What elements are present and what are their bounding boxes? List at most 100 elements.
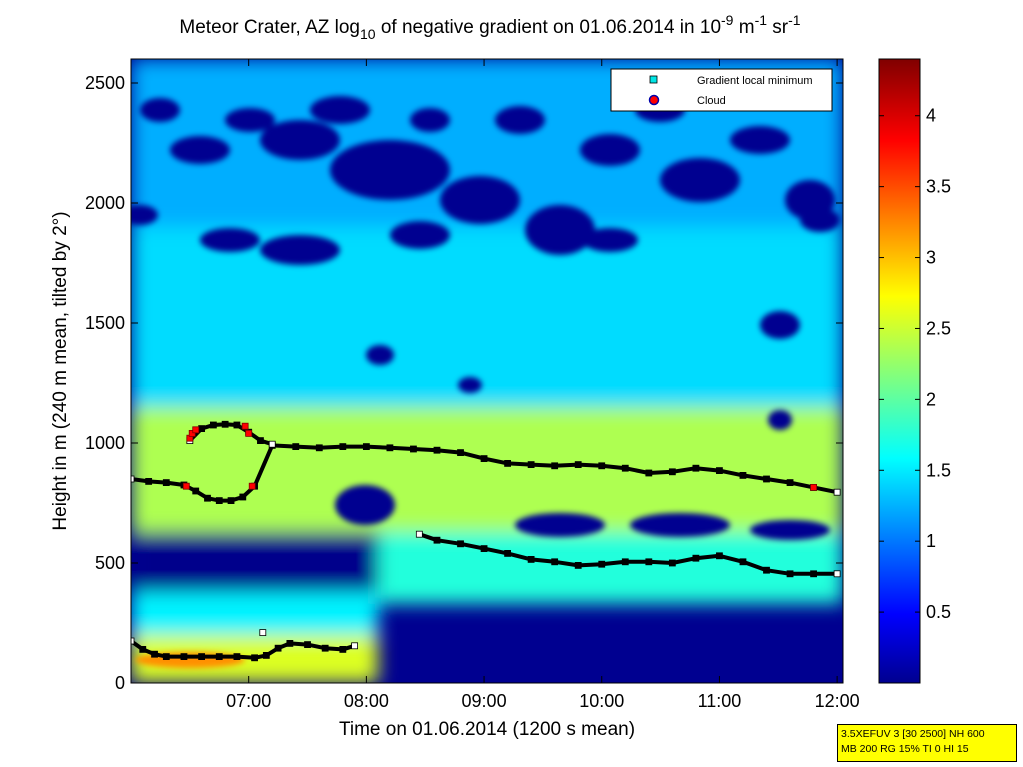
minimum-marker [504,550,511,557]
minimum-marker [716,467,723,475]
heatmap-patch [335,485,395,525]
colorbar-tick-label: 2 [926,389,936,409]
minimum-marker [192,487,200,495]
minimum-marker [692,554,700,562]
minimum-marker [321,644,329,652]
minimum-marker [551,558,559,566]
heatmap-patch [260,235,340,265]
colorbar-tick-label: 2.5 [926,318,951,338]
minimum-marker [286,640,294,647]
minimum-marker [351,642,359,650]
minimum-marker [527,461,535,469]
heatmap-patch [750,520,830,540]
x-tick-label: 09:00 [462,691,507,711]
heatmap-patch [630,513,730,537]
minimum-line-3 [131,639,356,660]
minimum-marker [739,558,747,566]
minimum-marker [833,488,841,496]
heatmap-patch [768,410,792,430]
heatmap-patch [140,98,180,122]
heatmap-patch [170,136,230,164]
minimum-marker [221,420,229,428]
heatmap-patch [366,345,394,365]
minimum-marker [415,530,423,538]
minimum-marker [574,461,582,469]
colorbar-tick-label: 3 [926,248,936,268]
heatmap-patch [730,126,790,154]
heatmap-patch [515,513,605,537]
heatmap-patch [410,108,450,132]
info-line-1: 3.5XEFUV 3 [30 2500] NH 600 [841,728,985,740]
minimum-marker [810,570,817,578]
minimum-marker [692,464,700,472]
minimum-marker [233,421,241,429]
minimum-marker [645,469,653,477]
y-tick-label: 0 [115,673,125,693]
minimum-marker [763,566,770,574]
minimum-marker [131,475,135,483]
minimum-marker [274,644,282,652]
minimum-marker [139,646,147,653]
minimum-marker [480,455,488,463]
x-tick-label: 08:00 [344,691,389,711]
heatmap-patch [310,96,370,124]
minimum-marker [204,494,211,502]
minimum-marker [739,471,747,479]
minimum-marker [257,437,264,445]
minimum-marker [833,570,841,578]
minimum-marker [574,562,582,569]
heatmap-patch [660,158,740,202]
y-tick-label: 1000 [85,433,125,453]
minimum-marker [457,540,464,548]
heatmap-patch [200,228,260,252]
heatmap-patch [580,134,640,166]
heatmap-patch [225,108,275,132]
minimum-marker [304,641,311,648]
y-axis-label: Height in m (240 m mean, tilted by 2°) [50,211,71,530]
plot-frame [130,58,844,684]
minimum-marker [233,653,241,660]
legend-label-minimum: Gradient local minimum [697,75,813,87]
minimum-marker [716,552,723,560]
x-axis: 07:00 08:00 09:00 10:00 11:00 12:00 [226,59,860,711]
minimum-marker [433,536,441,544]
colorbar-tick-label: 1.5 [926,460,951,480]
minimum-marker [362,443,370,451]
heatmap-band [131,591,379,635]
legend-label-cloud: Cloud [697,95,726,107]
heatmap-patch [458,377,482,393]
heatmap-patch [800,208,840,232]
minimum-marker [259,629,267,636]
heatmap-patch [582,228,638,252]
minimum-marker [621,558,629,566]
minimum-marker [527,556,535,563]
minimum-marker [457,449,464,457]
minimum-marker [645,558,653,566]
minimum-marker [239,493,247,501]
minimum-marker [162,653,170,660]
x-tick-label: 10:00 [579,691,624,711]
cloud-marker [182,482,190,490]
minimum-marker [668,468,676,476]
y-tick-label: 500 [95,553,125,573]
cloud-marker [248,482,256,490]
minimum-marker [215,653,223,660]
minimum-marker [227,497,235,505]
minimum-marker [433,446,441,454]
legend-marker-cloud [648,94,660,106]
cloud-marker [192,426,200,434]
minimum-marker [162,479,170,487]
minimum-marker [786,479,794,487]
minimum-marker [480,545,488,552]
legend: Gradient local minimum Cloud [610,68,833,112]
minimum-marker [198,653,206,660]
minimum-marker [151,650,158,658]
heatmap-patch [390,221,450,249]
minimum-marker [763,475,770,483]
heatmap-patch [440,176,520,224]
heatmap-band [131,227,843,407]
colorbar-gradient [878,58,921,684]
minimum-marker [198,425,206,433]
minimum-marker [786,570,794,578]
